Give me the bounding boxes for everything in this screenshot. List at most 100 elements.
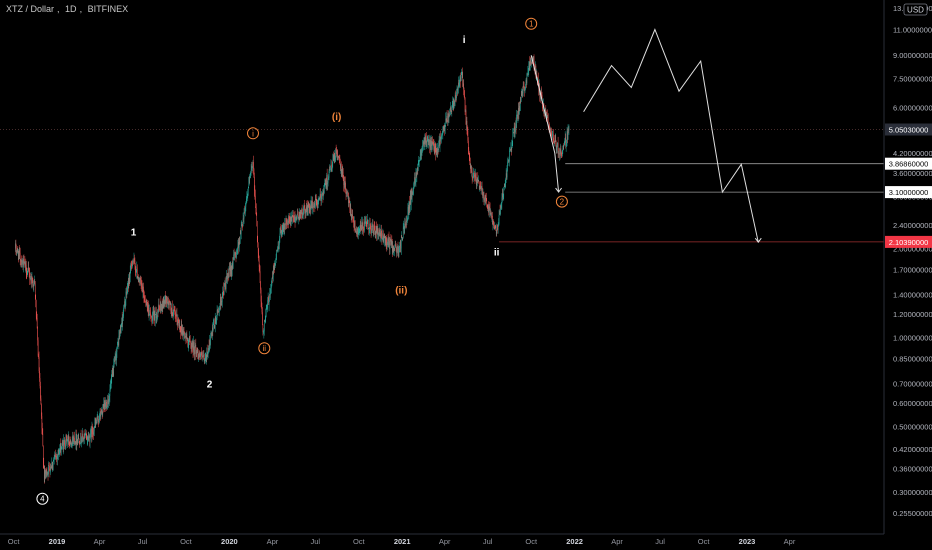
candle-body [99, 411, 101, 414]
candle-body [285, 219, 287, 230]
candle-body [218, 310, 219, 312]
candle-body [240, 230, 241, 234]
candle-body [364, 221, 365, 231]
candle-body [407, 218, 408, 222]
candle-body [551, 132, 552, 136]
candle-body [568, 129, 569, 131]
candle-body [488, 206, 489, 212]
candle-body [42, 428, 43, 434]
wave-drawings [530, 28, 762, 244]
candle-body [506, 165, 508, 178]
candle-body [44, 466, 45, 481]
candle-body [478, 179, 479, 181]
candle-body [470, 165, 471, 168]
candle-body [515, 123, 516, 132]
candle-body [308, 202, 309, 206]
candle-body [128, 282, 129, 289]
candle-body [48, 465, 49, 475]
candle-body [103, 405, 104, 407]
candle-body [73, 437, 74, 444]
candle-body [397, 246, 399, 253]
candle-body [188, 340, 190, 343]
candle-body [66, 436, 68, 443]
candle-body [17, 248, 19, 252]
candle-body [362, 222, 363, 229]
candle-body [56, 456, 58, 459]
candle-body [78, 436, 79, 441]
symbol-label: XTZ / Dollar [6, 4, 55, 14]
candle-body [197, 354, 199, 359]
candle-body [468, 140, 469, 150]
candle-body [410, 190, 412, 204]
candle-body [259, 266, 260, 272]
candle-body [440, 136, 441, 140]
candle-body [25, 262, 27, 265]
candle-body [106, 406, 108, 409]
candle-body [431, 141, 432, 146]
candle-body [133, 258, 135, 262]
x-tick-label: Apr [94, 537, 106, 546]
candle-body [545, 108, 546, 114]
candle-body [102, 411, 103, 415]
candle-body [354, 220, 355, 228]
candle-body [205, 355, 207, 359]
candle-body [152, 316, 153, 324]
wave-label: ii [263, 344, 267, 353]
candle-body [121, 317, 123, 325]
x-tick-label: Apr [611, 537, 623, 546]
candle-body [67, 439, 69, 440]
candle-body [555, 143, 557, 151]
candle-body [286, 219, 287, 223]
candle-body [550, 129, 551, 131]
candle-body [95, 422, 96, 425]
candle-body [452, 98, 454, 108]
candle-body [481, 186, 483, 192]
candle-body [471, 171, 473, 178]
candle-body [425, 134, 426, 143]
candle-body [244, 211, 245, 213]
candle-body [400, 240, 401, 246]
candle-body [342, 171, 343, 176]
candle-body [74, 437, 75, 445]
candle-body [361, 222, 362, 230]
candle-body [41, 416, 43, 429]
candle-body [137, 267, 138, 279]
projection-path[interactable] [583, 28, 759, 243]
correction-path[interactable] [530, 55, 560, 193]
candle-body [84, 433, 86, 436]
candle-body [273, 267, 274, 278]
candle-body [199, 353, 200, 355]
candle-body [341, 170, 343, 173]
candle-body [265, 317, 266, 322]
candle-body [165, 295, 166, 304]
candle-body [503, 187, 505, 197]
x-axis[interactable]: Oct 2019 Apr Jul Oct 2020 Apr Jul Oct 2021 Apr Jul O… [8, 537, 796, 546]
candle-body [222, 296, 223, 303]
candle-body [383, 233, 384, 242]
candle-body [277, 246, 279, 248]
candle-body [477, 178, 479, 181]
candle-body [149, 310, 151, 313]
candle-body [377, 232, 379, 235]
candle-body [511, 145, 513, 150]
candle-body [155, 307, 156, 315]
currency-badge[interactable]: USD [903, 3, 928, 16]
x-tick-label: Jul [311, 537, 321, 546]
candle-body [491, 214, 492, 218]
candle-body [447, 121, 448, 123]
wave-label: (ii) [395, 286, 407, 297]
candle-body [125, 291, 127, 300]
candle-body [342, 170, 343, 176]
candle-body [116, 351, 117, 361]
candle-body [151, 316, 152, 318]
candle-body [310, 206, 311, 210]
candle-body [278, 244, 280, 250]
candle-body [78, 439, 80, 444]
candle-body [364, 221, 366, 225]
candle-body [180, 324, 182, 333]
candle-body [19, 250, 20, 253]
candle-body [165, 296, 167, 304]
candle-body [313, 206, 315, 207]
candle-body [563, 146, 565, 149]
